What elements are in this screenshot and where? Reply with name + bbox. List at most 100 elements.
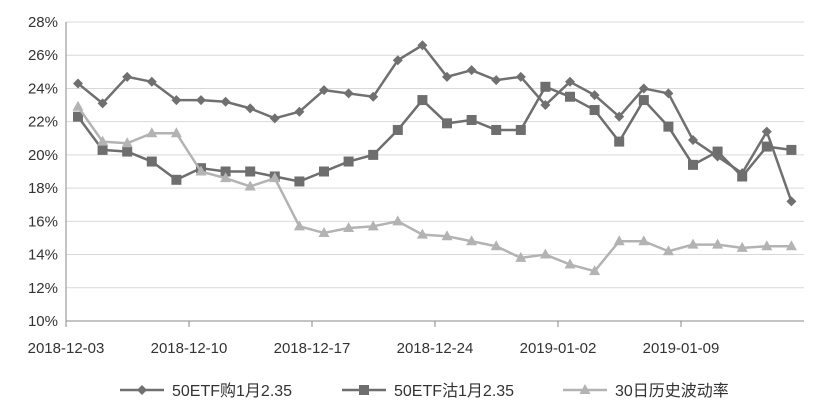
data-point — [565, 91, 575, 102]
y-tick-label: 12% — [28, 280, 58, 297]
legend-label: 50ETF沽1月2.35 — [394, 382, 514, 400]
data-point — [220, 166, 231, 177]
data-point — [589, 105, 600, 116]
data-point — [318, 226, 330, 237]
data-point — [319, 85, 329, 96]
data-point — [614, 136, 625, 147]
data-point — [761, 240, 773, 251]
axes: 10% 12% 14% 16% 18% 20% 22% 24% 26% 28% 2018-12-03… — [28, 14, 804, 357]
y-tick-label: 28% — [28, 14, 58, 31]
data-point — [589, 90, 600, 101]
data-point — [761, 126, 772, 137]
data-point — [688, 159, 698, 170]
data-point — [712, 238, 724, 249]
legend-entry-1: 50ETF购1月2.35 — [120, 382, 292, 400]
data-point — [491, 124, 502, 135]
data-point — [540, 100, 551, 111]
data-point — [466, 65, 477, 76]
data-point — [73, 111, 83, 122]
data-point — [613, 235, 625, 246]
data-point — [343, 221, 355, 232]
data-point — [392, 124, 403, 135]
legend-swatch-marker — [137, 385, 147, 395]
y-tick-label: 18% — [28, 180, 58, 197]
data-point — [220, 172, 232, 183]
data-point — [343, 156, 354, 167]
data-point — [343, 88, 354, 99]
data-point — [244, 180, 256, 191]
x-tick-label: 2019-01-09 — [643, 340, 720, 357]
data-point — [171, 174, 182, 185]
data-point — [97, 98, 108, 109]
data-point — [761, 141, 772, 152]
data-point — [269, 172, 281, 183]
y-tick-label: 22% — [28, 114, 58, 131]
x-tick-label: 2019-01-02 — [520, 340, 597, 357]
data-point — [417, 95, 428, 106]
data-point — [73, 78, 83, 89]
data-point — [687, 238, 699, 249]
data-point — [417, 40, 428, 51]
data-point — [663, 88, 674, 99]
series-line — [77, 44, 793, 202]
series-line — [76, 105, 792, 273]
data-point — [466, 115, 477, 126]
x-tick-label: 2018-12-17 — [274, 340, 351, 357]
data-point — [293, 220, 305, 231]
y-tick-label: 16% — [28, 213, 58, 230]
x-tick-label: 2018-12-03 — [28, 340, 105, 357]
data-point — [245, 103, 256, 114]
series-lines — [72, 40, 797, 276]
data-point — [737, 171, 748, 182]
data-point — [392, 215, 404, 226]
legend-entry-3: 30日历史波动率 — [563, 382, 729, 400]
data-point — [121, 137, 133, 148]
data-point — [565, 76, 575, 87]
data-point — [97, 144, 108, 155]
data-point — [515, 251, 527, 262]
x-tick-label: 2018-12-24 — [397, 340, 474, 357]
data-point — [72, 100, 84, 111]
series-1 — [73, 40, 797, 207]
data-point — [785, 240, 797, 251]
data-point — [638, 235, 650, 246]
data-point — [171, 95, 182, 106]
data-point — [97, 135, 109, 146]
data-point — [786, 196, 797, 207]
data-point — [564, 258, 576, 269]
series-3 — [72, 100, 797, 276]
legend-entry-2: 50ETF沽1月2.35 — [342, 382, 514, 400]
data-point — [416, 228, 428, 239]
data-point — [515, 71, 526, 82]
data-point — [122, 146, 133, 157]
data-point — [490, 240, 502, 251]
data-point — [589, 265, 601, 276]
y-tick-label: 26% — [28, 47, 58, 64]
legend: 50ETF购1月2.35 50ETF沽1月2.35 30日历史波动率 — [120, 382, 729, 400]
y-tick-label: 24% — [28, 80, 58, 97]
data-point — [540, 81, 551, 92]
data-point — [294, 106, 305, 117]
data-point — [466, 235, 478, 246]
data-point — [170, 127, 182, 138]
legend-label: 50ETF购1月2.35 — [172, 382, 292, 400]
x-tick-label: 2018-12-10 — [151, 340, 228, 357]
data-point — [195, 165, 207, 176]
data-point — [515, 124, 526, 135]
data-point — [245, 166, 256, 177]
data-point — [294, 176, 305, 187]
data-point — [491, 75, 502, 86]
data-point — [663, 121, 674, 132]
data-point — [786, 144, 797, 155]
legend-label: 30日历史波动率 — [615, 382, 729, 400]
data-point — [442, 118, 452, 129]
data-point — [688, 134, 698, 145]
y-tick-label: 10% — [28, 313, 58, 330]
data-point — [269, 113, 280, 124]
data-point — [392, 55, 403, 66]
data-point — [614, 111, 625, 122]
data-point — [442, 71, 452, 82]
data-point — [367, 220, 379, 231]
data-point — [736, 241, 748, 252]
